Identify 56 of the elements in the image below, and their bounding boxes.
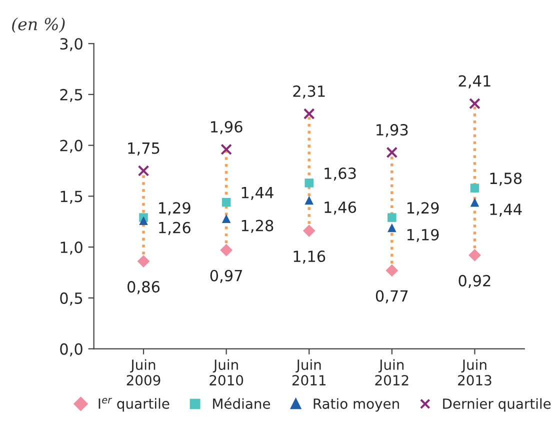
point: [137, 255, 150, 268]
point: [388, 223, 396, 232]
y-tick-label: 0,5: [60, 292, 82, 306]
point: [222, 198, 231, 207]
data-label: 1,26: [159, 222, 190, 235]
data-label: 2,41: [458, 75, 490, 88]
data-label: 1,29: [407, 202, 439, 216]
data-label: 1,28: [242, 220, 274, 233]
data-label: 1,63: [324, 168, 356, 181]
data-label: 2,31: [293, 85, 325, 99]
data-label: 0,97: [210, 270, 242, 283]
y-tick-label: 0,0: [60, 343, 82, 356]
y-tick-label: 3,0: [60, 38, 82, 52]
point: [388, 213, 396, 222]
x-tick-label: Juin 2011: [292, 359, 326, 386]
legend-label: Dernier quartile: [443, 398, 551, 412]
legend-label: I$^{er}$ quartile: [98, 398, 170, 412]
legend-label: Ratio moyen: [314, 398, 399, 412]
data-label: 1,19: [407, 228, 439, 242]
data-label: 0,77: [376, 290, 408, 304]
data-label: 1,46: [324, 201, 356, 215]
data-label: 0,86: [128, 281, 160, 294]
data-label: 1,96: [210, 120, 242, 134]
point: [470, 198, 480, 207]
point: [304, 196, 314, 205]
point: [302, 224, 316, 237]
x-tick-label: Juin 2009: [126, 359, 160, 386]
point: [303, 108, 315, 120]
data-label: 1,44: [242, 187, 274, 200]
data-label: 1,29: [159, 202, 190, 216]
y-tick-label: 2,5: [60, 88, 82, 102]
point: [386, 146, 398, 158]
data-label: 1,75: [128, 142, 160, 156]
y-tick-label: 1,0: [60, 242, 82, 255]
y-axis-title: (en %): [12, 17, 65, 33]
legend-label: Médiane: [213, 398, 270, 409]
y-tick-label: 1,5: [60, 190, 82, 204]
point: [139, 216, 148, 226]
data-label: 1,93: [376, 124, 408, 138]
y-tick-label: 2,0: [60, 140, 82, 153]
x-tick-label: Juin 2010: [210, 359, 244, 386]
data-label: 1,44: [490, 204, 522, 217]
point: [468, 248, 481, 262]
data-label: 0,92: [458, 274, 490, 288]
point: [304, 178, 314, 188]
data-label: 1,16: [294, 250, 326, 264]
x-tick-label: Juin 2012: [375, 359, 408, 386]
point: [222, 214, 231, 223]
point: [220, 144, 232, 156]
data-label: 1,58: [490, 172, 522, 186]
point: [470, 184, 480, 192]
point: [386, 264, 398, 277]
point: [220, 244, 233, 256]
point: [469, 98, 480, 110]
point: [138, 165, 150, 176]
x-tick-label: Juin 2013: [458, 359, 492, 386]
